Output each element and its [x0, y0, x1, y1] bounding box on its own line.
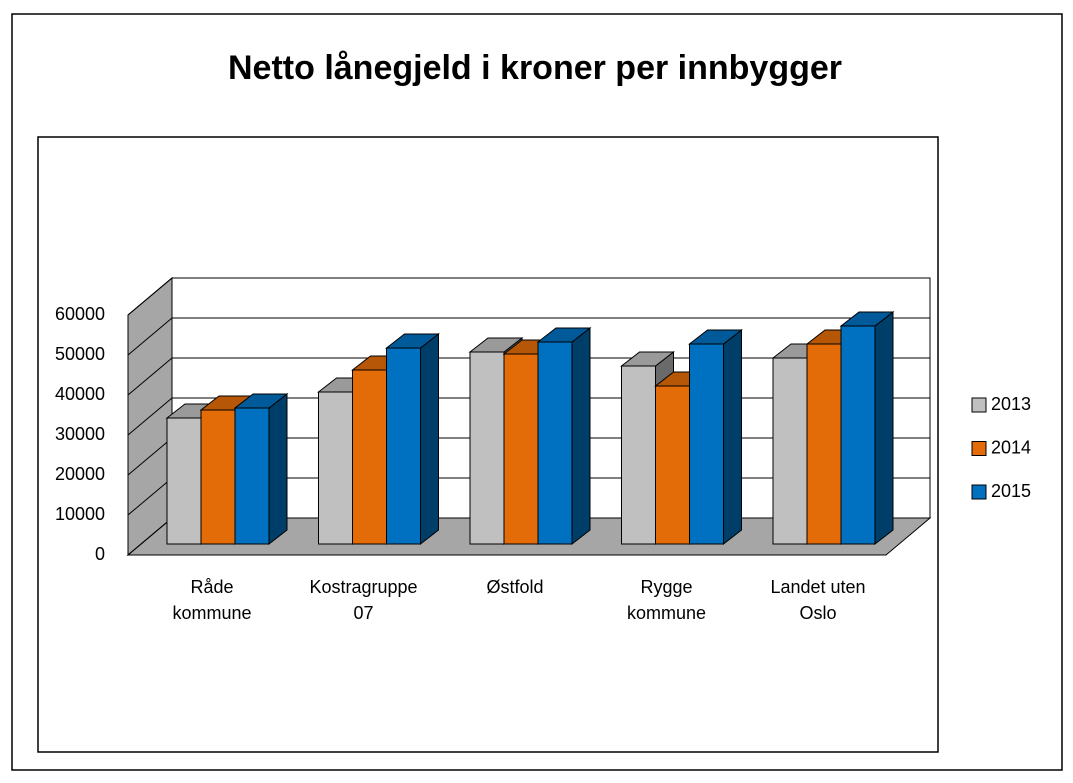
bar — [233, 392, 289, 546]
legend-label: 2013 — [991, 394, 1031, 414]
y-tick-label: 40000 — [55, 384, 105, 404]
bar-side — [874, 310, 894, 546]
y-tick-label: 30000 — [55, 424, 105, 444]
bar-front — [318, 391, 353, 545]
grid-line-side — [127, 517, 173, 556]
bar-front — [200, 409, 236, 545]
bar-front — [166, 417, 202, 545]
y-tick-label: 50000 — [55, 344, 105, 364]
x-tick-label: Kostragruppe 07 — [309, 577, 417, 623]
legend-label: 2015 — [991, 481, 1031, 501]
y-tick-label: 0 — [95, 544, 105, 564]
bar-front — [772, 357, 808, 545]
bar-side — [571, 326, 591, 546]
legend-label: 2014 — [991, 437, 1031, 457]
x-tick-label: Landet uten Oslo — [770, 577, 865, 623]
bar-front — [655, 385, 690, 545]
grid-line-side — [127, 277, 173, 316]
bar — [688, 328, 743, 546]
legend-swatch — [971, 441, 987, 456]
x-tick-label: Råde kommune — [172, 577, 251, 623]
y-tick-label: 60000 — [55, 304, 105, 324]
grid-line-side — [127, 437, 173, 476]
bar-front — [234, 407, 270, 545]
x-tick-label: Rygge kommune — [627, 577, 706, 623]
bar-front — [386, 347, 421, 545]
grid-line-side — [127, 317, 173, 356]
grid-line-side — [127, 477, 173, 516]
bar — [385, 332, 440, 546]
chart-title: Netto lånegjeld i kroner per innbygger — [228, 49, 842, 87]
bar-front — [352, 369, 387, 545]
x-tick-label: Østfold — [486, 577, 543, 597]
grid-line-side — [127, 357, 173, 396]
bar-front — [689, 343, 724, 545]
bar-side — [268, 392, 288, 546]
bar — [536, 326, 592, 546]
bar-front — [537, 341, 573, 545]
bar-front — [503, 353, 539, 545]
bar-side — [420, 332, 439, 546]
bar-side — [723, 328, 742, 546]
bar-front — [840, 325, 876, 545]
bar-front — [806, 343, 842, 545]
y-tick-label: 20000 — [55, 464, 105, 484]
legend-swatch — [971, 397, 987, 413]
bar — [839, 310, 895, 546]
legend-swatch — [971, 484, 987, 500]
bar-front — [621, 365, 656, 545]
bar-front — [469, 351, 505, 545]
y-tick-label: 10000 — [55, 504, 105, 524]
grid-line-side — [127, 397, 173, 436]
